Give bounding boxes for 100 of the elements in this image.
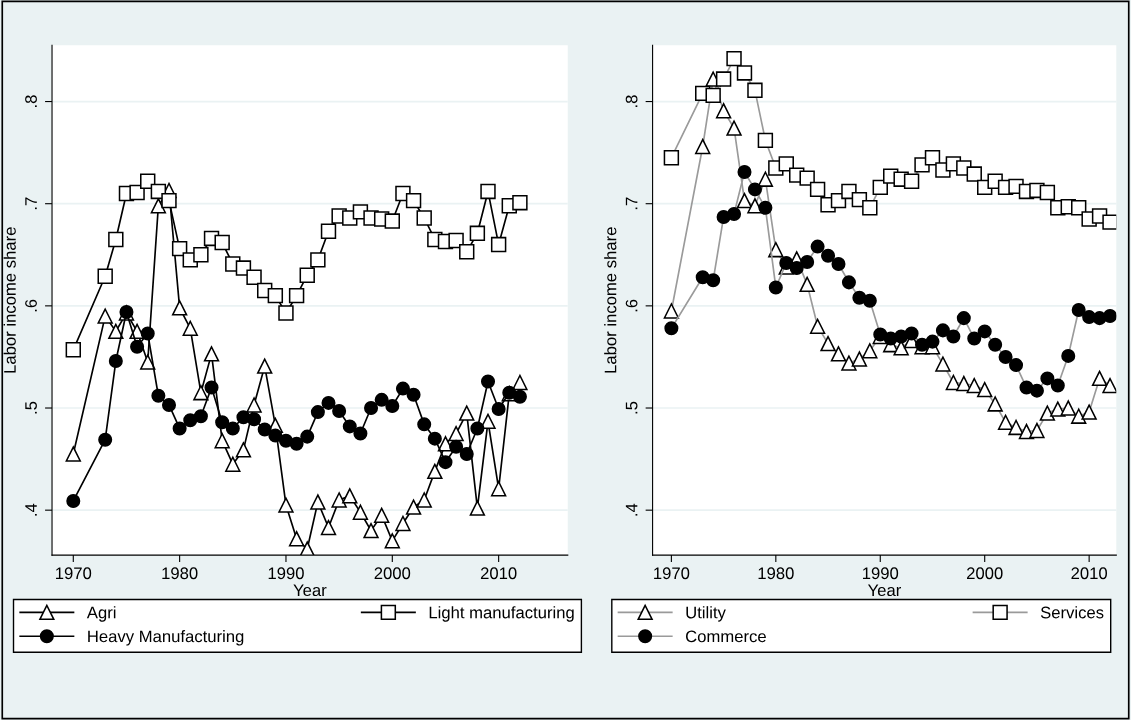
point bbox=[140, 326, 155, 341]
point bbox=[268, 428, 283, 443]
point bbox=[395, 515, 411, 532]
x-tick-label: 1980 bbox=[758, 567, 794, 580]
point bbox=[288, 287, 305, 304]
point bbox=[406, 387, 421, 402]
x-tick-label: 2010 bbox=[480, 567, 517, 580]
point bbox=[66, 493, 81, 508]
point bbox=[459, 446, 474, 461]
y-axis-title: Labor income share bbox=[604, 227, 617, 373]
point bbox=[203, 346, 220, 362]
point bbox=[363, 522, 379, 539]
point bbox=[183, 413, 198, 428]
point bbox=[353, 426, 368, 441]
y-tick-label: .7 bbox=[25, 197, 37, 210]
point bbox=[225, 456, 241, 472]
point bbox=[320, 223, 337, 239]
point bbox=[278, 305, 294, 321]
point bbox=[459, 244, 475, 260]
x-axis-title: Year bbox=[867, 584, 902, 597]
point bbox=[267, 287, 284, 304]
point bbox=[512, 374, 528, 391]
point bbox=[98, 432, 113, 447]
y-tick-label: .4 bbox=[25, 503, 37, 516]
point bbox=[108, 231, 124, 248]
point bbox=[161, 192, 177, 209]
point bbox=[352, 504, 369, 520]
point bbox=[364, 401, 379, 416]
x-tick-label: 1980 bbox=[162, 567, 198, 580]
x-tick-label: 2000 bbox=[374, 567, 411, 580]
point bbox=[373, 507, 390, 523]
point bbox=[384, 213, 401, 229]
x-tick-label: 2010 bbox=[1071, 567, 1108, 580]
point bbox=[172, 421, 187, 436]
legend-label: Agri bbox=[86, 606, 116, 622]
x-tick-label: 1970 bbox=[654, 567, 690, 580]
point bbox=[246, 269, 262, 285]
point bbox=[310, 252, 326, 268]
point bbox=[129, 184, 145, 201]
legend-label: Utility bbox=[686, 606, 726, 622]
point bbox=[193, 384, 209, 401]
point bbox=[321, 395, 336, 410]
point bbox=[405, 192, 422, 209]
y-tick-label: .4 bbox=[625, 503, 638, 516]
legend-label: Heavy Manufacturing bbox=[88, 630, 244, 646]
point bbox=[416, 210, 432, 226]
point bbox=[257, 422, 272, 437]
y-tick-label: .6 bbox=[625, 299, 638, 312]
x-tick-label: 1990 bbox=[268, 567, 304, 580]
x-tick-label: 1990 bbox=[863, 567, 899, 580]
point bbox=[288, 531, 305, 547]
point bbox=[448, 232, 464, 249]
point bbox=[320, 519, 337, 536]
point bbox=[427, 463, 443, 480]
point bbox=[385, 398, 400, 413]
x-tick-label: 2000 bbox=[967, 567, 1003, 580]
point bbox=[299, 267, 315, 283]
point bbox=[97, 308, 113, 324]
point bbox=[342, 419, 357, 434]
point bbox=[480, 183, 496, 200]
point bbox=[470, 421, 485, 436]
point bbox=[235, 442, 252, 458]
point bbox=[395, 381, 410, 396]
legend-label: Services bbox=[1040, 606, 1104, 619]
point bbox=[108, 354, 123, 369]
point bbox=[469, 225, 486, 242]
point bbox=[512, 194, 528, 211]
point bbox=[427, 431, 442, 446]
point bbox=[512, 389, 527, 404]
point bbox=[448, 425, 464, 442]
point bbox=[171, 300, 188, 316]
point bbox=[65, 342, 82, 358]
point bbox=[438, 455, 453, 470]
y-tick-label: .8 bbox=[25, 95, 37, 107]
y-tick-label: .5 bbox=[625, 401, 638, 414]
point bbox=[225, 421, 240, 436]
point bbox=[97, 268, 113, 284]
point bbox=[246, 397, 262, 413]
point bbox=[214, 432, 230, 449]
point bbox=[247, 412, 262, 427]
point bbox=[215, 415, 230, 430]
point bbox=[193, 409, 208, 424]
point bbox=[490, 236, 507, 253]
point bbox=[332, 404, 347, 419]
point bbox=[469, 500, 486, 516]
y-tick-label: .7 bbox=[625, 197, 638, 210]
point bbox=[130, 339, 145, 354]
point bbox=[491, 402, 506, 417]
legend-label: Light manufacturing bbox=[429, 606, 574, 622]
point bbox=[331, 492, 347, 508]
y-tick-label: .6 bbox=[25, 299, 37, 312]
point bbox=[278, 497, 294, 513]
point bbox=[342, 488, 358, 504]
point bbox=[480, 374, 496, 389]
y-tick-label: .5 bbox=[25, 401, 37, 414]
legend-label: Commerce bbox=[685, 630, 766, 643]
point bbox=[310, 405, 325, 420]
point bbox=[151, 388, 166, 403]
point bbox=[161, 397, 177, 412]
x-tick-label: 1970 bbox=[56, 567, 92, 580]
